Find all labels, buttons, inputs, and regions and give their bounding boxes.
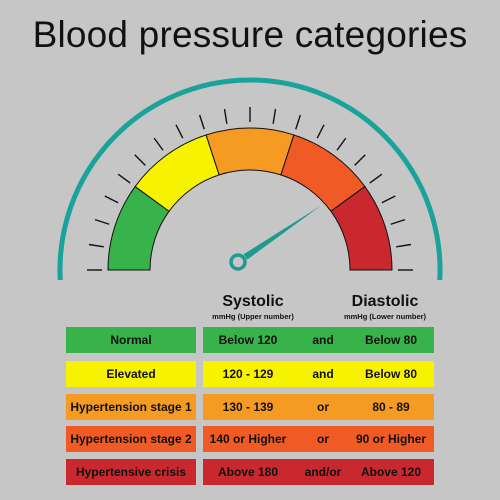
gauge-tick — [198, 114, 205, 130]
gauge-tick — [175, 124, 184, 139]
diastolic-value: Below 80 — [364, 333, 418, 347]
row-hypertension-stage-1: Hypertension stage 1 130 - 139 or 80 - 8… — [66, 394, 434, 420]
values-cell: 130 - 139 or 80 - 89 — [203, 394, 434, 420]
systolic-header: Systolic mmHg (Upper number) — [203, 293, 303, 321]
systolic-value: Above 180 — [217, 465, 279, 479]
values-cell: Above 180 and/or Above 120 — [203, 459, 434, 485]
systolic-value: 140 or Higher — [209, 432, 287, 446]
gauge-ticks — [87, 107, 413, 271]
category-cell: Elevated — [66, 361, 196, 387]
conjunction: or — [317, 432, 329, 446]
values-cell: 120 - 129 and Below 80 — [203, 361, 434, 387]
systolic-title: Systolic — [222, 293, 284, 310]
gauge-tick — [88, 243, 104, 248]
diastolic-value: 90 or Higher — [355, 432, 427, 446]
gauge-needle — [229, 205, 321, 271]
gauge-tick — [134, 154, 146, 166]
systolic-subtitle: mmHg (Upper number) — [212, 312, 294, 321]
gauge-segment-stage1 — [205, 127, 295, 176]
row-hypertension-stage-2: Hypertension stage 2 140 or Higher or 90… — [66, 426, 434, 452]
conjunction: and — [312, 367, 334, 381]
systolic-value: Below 120 — [218, 333, 278, 347]
diastolic-value: 80 - 89 — [372, 400, 410, 414]
category-cell: Hypertension stage 1 — [66, 394, 196, 420]
blood-pressure-gauge — [57, 77, 443, 280]
gauge-tick — [381, 195, 396, 204]
category-cell: Hypertension stage 2 — [66, 426, 196, 452]
gauge-tick — [94, 218, 110, 225]
diastolic-value: Below 80 — [364, 367, 418, 381]
gauge-tick — [354, 154, 366, 166]
gauge-tick — [117, 173, 131, 184]
diastolic-title: Diastolic — [351, 293, 419, 310]
row-hypertensive-crisis: Hypertensive crisis Above 180 and/or Abo… — [66, 459, 434, 485]
row-elevated: Elevated 120 - 129 and Below 80 — [66, 361, 434, 387]
gauge-tick — [223, 108, 228, 124]
category-cell: Normal — [66, 327, 196, 353]
category-cell: Hypertensive crisis — [66, 459, 196, 485]
diastolic-subtitle: mmHg (Lower number) — [343, 312, 427, 321]
diastolic-header: Diastolic mmHg (Lower number) — [335, 293, 435, 321]
gauge-tick — [295, 114, 302, 130]
gauge-tick — [390, 218, 406, 225]
gauge-tick — [369, 173, 383, 184]
gauge-tick — [153, 137, 164, 151]
gauge-tick — [104, 195, 119, 204]
conjunction: and/or — [304, 465, 342, 479]
gauge-segments — [107, 127, 393, 271]
row-normal: Normal Below 120 and Below 80 — [66, 327, 434, 353]
gauge-tick — [336, 137, 347, 151]
gauge-tick — [316, 124, 325, 139]
needle-icon — [243, 205, 321, 260]
diastolic-value: Above 120 — [360, 465, 422, 479]
page-title: Blood pressure categories — [32, 14, 468, 55]
gauge-outer-arc — [57, 77, 443, 280]
values-cell: Below 120 and Below 80 — [203, 327, 434, 353]
systolic-value: 120 - 129 — [222, 367, 274, 381]
values-cell: 140 or Higher or 90 or Higher — [203, 426, 434, 452]
gauge-tick — [396, 243, 412, 248]
conjunction: and — [312, 333, 334, 347]
needle-hub-icon — [229, 253, 247, 271]
systolic-value: 130 - 139 — [222, 400, 274, 414]
conjunction: or — [317, 400, 329, 414]
gauge-tick — [272, 108, 277, 124]
